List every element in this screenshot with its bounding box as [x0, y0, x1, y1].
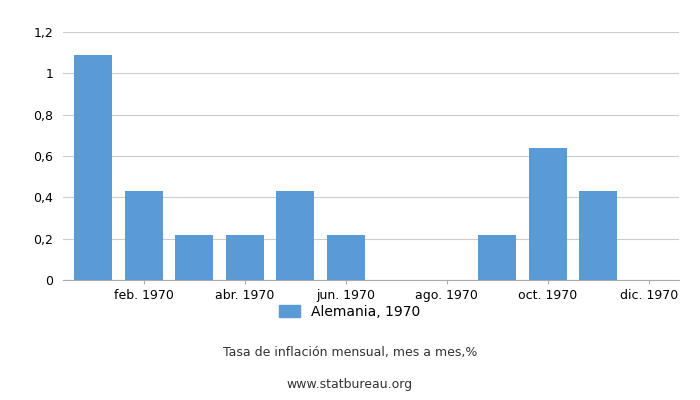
Bar [175, 234, 214, 280]
Legend: Alemania, 1970: Alemania, 1970 [274, 299, 426, 324]
Bar [276, 191, 314, 280]
Text: Tasa de inflación mensual, mes a mes,%: Tasa de inflación mensual, mes a mes,% [223, 346, 477, 359]
Bar [327, 234, 365, 280]
Bar [478, 234, 516, 280]
Text: www.statbureau.org: www.statbureau.org [287, 378, 413, 391]
Bar [528, 148, 567, 280]
Bar [580, 191, 617, 280]
Bar [226, 234, 264, 280]
Bar [74, 55, 112, 280]
Bar [125, 191, 162, 280]
